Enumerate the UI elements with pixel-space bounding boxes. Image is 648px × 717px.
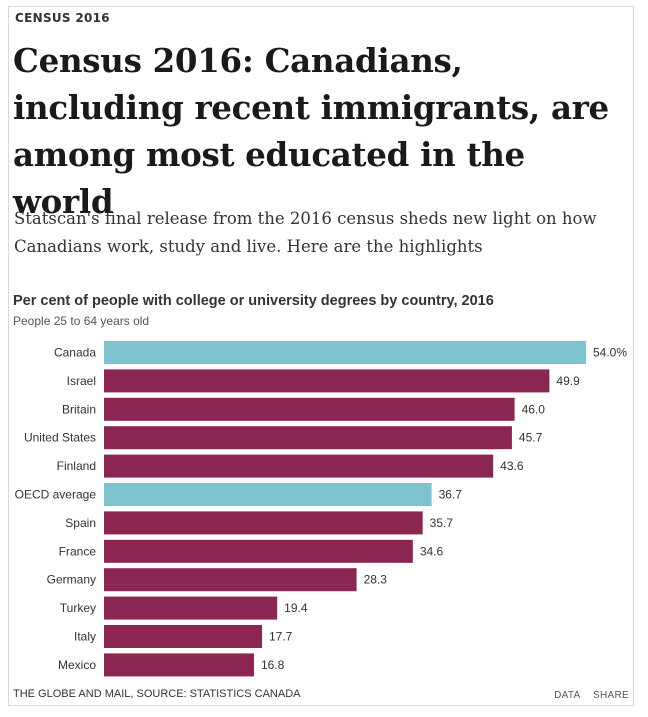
share-link[interactable]: SHARE [593,690,629,701]
bar-united-states [104,426,512,450]
bar-germany [104,568,357,592]
value-label-mexico: 16.8 [261,658,285,672]
value-label-spain: 35.7 [430,516,454,530]
value-label-finland: 43.6 [500,459,524,473]
bar-mexico [104,653,254,677]
category-label-canada: Canada [54,346,96,360]
category-label-mexico: Mexico [58,658,96,672]
value-label-turkey: 19.4 [284,601,308,615]
bar-oecd-average [104,483,432,506]
bar-israel [104,369,550,393]
bar-canada [104,341,586,364]
headline: Census 2016: Canadians, including recent… [13,41,609,221]
value-label-france: 34.6 [420,544,444,558]
bar-britain [104,397,515,421]
value-label-italy: 17.7 [269,630,293,644]
value-label-united-states: 45.7 [519,431,543,445]
dek-text: Statscan's final release from the 2016 c… [14,209,597,256]
chart-title: Per cent of people with college or unive… [13,293,494,309]
graphic-card: CENSUS 2016 Census 2016: Canadians, incl… [8,6,634,706]
value-label-oecd-average: 36.7 [439,488,463,502]
category-label-finland: Finland [57,459,96,473]
category-label-israel: Israel [67,374,96,388]
section-kicker: CENSUS 2016 [15,11,110,25]
chart-subtitle: People 25 to 64 years old [13,314,150,328]
bar-chart: Canada 54.0% Israel 49.9 Britain 46.0 United S… [15,341,627,677]
category-label-germany: Germany [47,573,96,587]
category-label-italy: Italy [74,630,96,644]
footer-links: DATA SHARE [544,690,629,701]
category-label-turkey: Turkey [60,601,96,615]
bar-finland [104,454,494,478]
category-label-france: France [59,544,97,558]
bar-spain [104,511,423,535]
value-label-israel: 49.9 [556,374,580,388]
bar-turkey [104,596,278,620]
value-label-britain: 46.0 [522,402,546,416]
source-credit: THE GLOBE AND MAIL, SOURCE: STATISTICS C… [13,688,301,700]
value-label-germany: 28.3 [364,573,388,587]
category-label-britain: Britain [62,402,96,416]
category-label-spain: Spain [65,516,96,530]
value-label-canada: 54.0% [593,346,627,360]
bar-italy [104,625,262,648]
category-label-oecd-average: OECD average [15,488,97,502]
bar-france [104,539,413,563]
category-label-united-states: United States [24,431,96,445]
data-link[interactable]: DATA [554,690,580,701]
